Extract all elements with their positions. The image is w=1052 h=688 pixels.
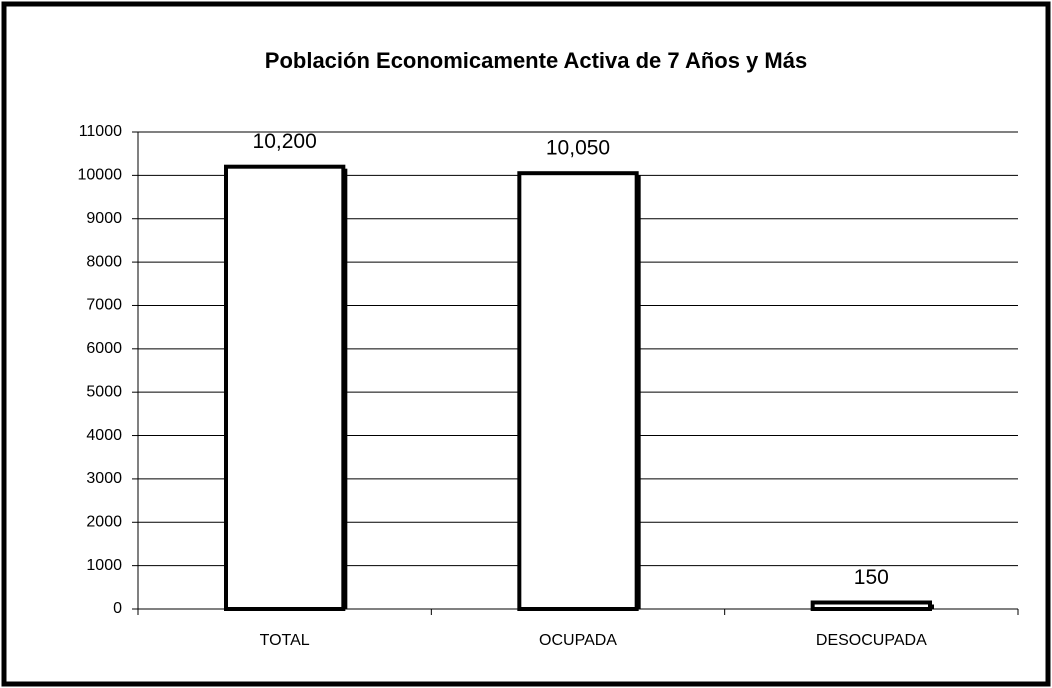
y-tick-label: 6000 [86,340,122,357]
y-tick-label: 1000 [86,557,122,574]
y-tick-label: 7000 [86,297,122,314]
bar [517,171,639,611]
bar [810,600,933,612]
value-label: 150 [854,566,889,589]
value-label: 10,050 [546,137,610,160]
chart-title: Población Economicamente Activa de 7 Año… [265,48,807,73]
y-tick-label: 5000 [86,383,122,400]
bar [224,164,346,611]
y-tick-label: 10000 [78,167,123,184]
y-tick-label: 11000 [79,123,122,140]
y-tick-label: 3000 [86,470,122,487]
value-label: 10,200 [253,130,317,153]
x-tick-label: TOTAL [260,632,310,649]
y-tick-label: 8000 [86,253,122,270]
y-tick-label: 9000 [86,210,122,227]
y-tick-label: 2000 [86,513,122,530]
y-tick-label: 0 [113,600,122,617]
y-tick-label: 4000 [86,427,122,444]
x-tick-label: OCUPADA [539,632,617,649]
x-tick-label: DESOCUPADA [816,632,927,649]
